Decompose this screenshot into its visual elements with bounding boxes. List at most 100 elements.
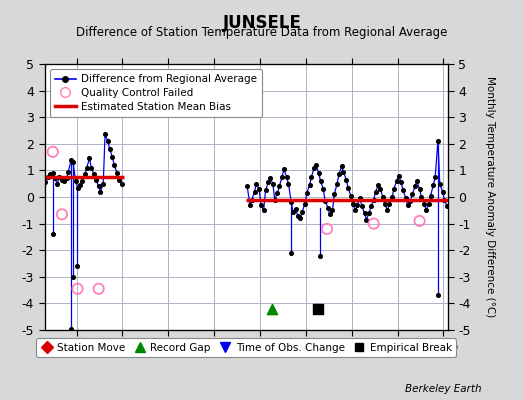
Point [96, 188, 105, 195]
Point [439, 188, 447, 195]
Point [325, 211, 334, 218]
Point [384, 207, 392, 214]
Point [113, 170, 121, 176]
Point [379, 194, 387, 200]
Point [293, 212, 302, 219]
Point [301, 200, 309, 207]
Point [353, 202, 362, 208]
Point [101, 131, 110, 138]
Point [388, 194, 396, 200]
Point [41, 179, 50, 186]
Point [427, 192, 435, 199]
Point [323, 226, 331, 232]
Point [87, 164, 95, 171]
Point [250, 188, 259, 195]
Point [266, 175, 275, 182]
Point [356, 195, 364, 202]
Point [358, 203, 366, 210]
Point [292, 206, 300, 212]
Point [413, 178, 421, 184]
Point [110, 162, 118, 168]
Point [53, 180, 62, 187]
Point [347, 192, 355, 199]
Point [307, 174, 315, 180]
Point [402, 195, 410, 202]
Point [46, 171, 54, 178]
Point [67, 326, 75, 332]
Point [261, 187, 270, 194]
Point [50, 175, 59, 182]
Point [362, 216, 370, 223]
Point [269, 180, 277, 187]
Point [58, 176, 66, 183]
Point [329, 207, 337, 214]
Point [330, 191, 339, 198]
Point [424, 200, 433, 207]
Point [115, 176, 123, 183]
Point [374, 182, 383, 188]
Legend: Difference from Regional Average, Quality Control Failed, Estimated Station Mean: Difference from Regional Average, Qualit… [50, 69, 262, 117]
Point [55, 174, 63, 180]
Point [94, 286, 103, 292]
Point [431, 174, 440, 180]
Point [73, 184, 82, 191]
Point [416, 218, 424, 224]
Point [376, 186, 385, 192]
Point [58, 211, 66, 218]
Point [94, 183, 103, 190]
Point [408, 191, 417, 198]
Point [305, 182, 314, 188]
Point [117, 180, 126, 187]
Point [49, 231, 57, 238]
Point [395, 172, 403, 179]
Point [316, 178, 325, 184]
Point [344, 184, 352, 191]
Point [390, 186, 398, 192]
Point [287, 199, 296, 206]
Point [44, 174, 52, 180]
Point [275, 183, 283, 190]
Point [392, 178, 401, 184]
Point [259, 207, 268, 214]
Point [83, 164, 91, 171]
Point [264, 179, 272, 186]
Point [255, 186, 264, 192]
Point [335, 171, 343, 178]
Point [435, 180, 444, 187]
Point [324, 204, 332, 211]
Point [403, 202, 412, 208]
Point [420, 200, 429, 207]
Point [246, 202, 254, 208]
Point [104, 138, 112, 144]
Point [257, 202, 265, 208]
Point [369, 220, 378, 227]
Point [60, 178, 68, 184]
Point [298, 208, 307, 215]
Legend: Station Move, Record Gap, Time of Obs. Change, Empirical Break: Station Move, Record Gap, Time of Obs. C… [36, 338, 456, 357]
Text: Berkeley Earth: Berkeley Earth [406, 384, 482, 394]
Point [380, 200, 389, 207]
Point [417, 194, 425, 200]
Point [310, 164, 319, 171]
Point [434, 138, 442, 144]
Point [76, 182, 84, 188]
Point [282, 174, 291, 180]
Point [81, 171, 89, 178]
Text: JUNSELE: JUNSELE [223, 14, 301, 32]
Point [270, 196, 279, 203]
Point [321, 198, 329, 204]
Point [340, 168, 348, 175]
Point [312, 162, 320, 168]
Point [342, 176, 351, 183]
Point [90, 171, 99, 178]
Point [67, 156, 75, 163]
Point [333, 180, 341, 187]
Point [289, 208, 297, 215]
Point [72, 263, 81, 269]
Point [337, 163, 346, 170]
Point [69, 159, 77, 166]
Point [78, 178, 86, 184]
Point [365, 210, 374, 216]
Point [422, 207, 430, 214]
Point [302, 190, 311, 196]
